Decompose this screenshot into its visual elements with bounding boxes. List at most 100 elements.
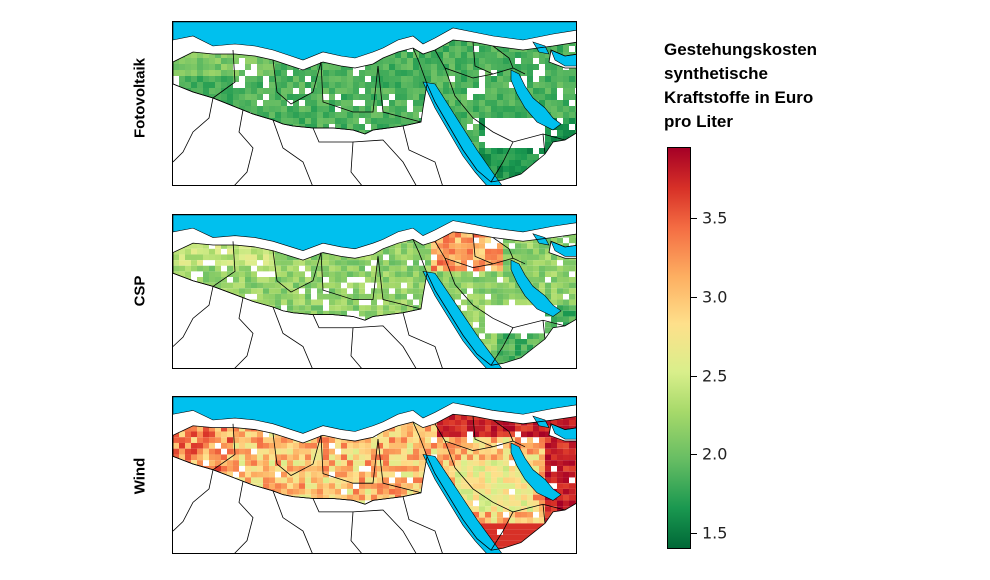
- heatmap-cell: [467, 76, 473, 82]
- heatmap-cell: [539, 437, 545, 443]
- heatmap-cell: [491, 448, 497, 455]
- heatmap-cell: [257, 299, 263, 306]
- heatmap-cell: [269, 293, 275, 300]
- heatmap-cell: [461, 52, 467, 58]
- heatmap-cell: [371, 310, 377, 317]
- heatmap-cell: [449, 64, 455, 70]
- heatmap-cell: [413, 94, 419, 100]
- country-border: [352, 325, 417, 368]
- heatmap-cell: [305, 293, 311, 300]
- heatmap-cell: [509, 282, 515, 289]
- heatmap-cell: [539, 500, 545, 507]
- heatmap-cell: [521, 260, 527, 266]
- heatmap-cell: [401, 477, 407, 484]
- heatmap-cell: [527, 517, 533, 524]
- heatmap-cell: [485, 82, 491, 88]
- heatmap-cell: [509, 506, 515, 512]
- heatmap-cell: [263, 70, 269, 76]
- heatmap-cell: [191, 425, 197, 432]
- heatmap-cell: [341, 454, 347, 461]
- heatmap-cell: [407, 248, 413, 255]
- heatmap-cell: [203, 277, 209, 283]
- heatmap-cell: [545, 237, 551, 244]
- heatmap-cell: [221, 271, 227, 277]
- heatmap-cell: [227, 52, 233, 58]
- heatmap-cell: [329, 82, 335, 88]
- heatmap-cell: [539, 517, 545, 524]
- heatmap-cell: [515, 339, 521, 345]
- heatmap-cell: [485, 517, 491, 524]
- heatmap-cell: [323, 310, 329, 317]
- heatmap-cell: [461, 112, 467, 118]
- heatmap-cell: [281, 442, 287, 449]
- heatmap-cell: [311, 299, 317, 306]
- heatmap-cell: [575, 414, 576, 420]
- heatmap-cell: [389, 100, 395, 106]
- heatmap-cell: [545, 76, 551, 82]
- heatmap-cell: [479, 148, 485, 154]
- heatmap-cell: [401, 488, 407, 495]
- heatmap-cell: [215, 64, 221, 70]
- country-border: [542, 320, 546, 340]
- heatmap-cell: [407, 118, 413, 124]
- heatmap-cell: [317, 494, 323, 501]
- heatmap-cell: [377, 260, 383, 266]
- heatmap-cell: [227, 100, 233, 106]
- heatmap-cell: [365, 454, 371, 461]
- heatmap-cell: [239, 437, 245, 443]
- heatmap-cell: [509, 58, 515, 64]
- heatmap-cell: [545, 82, 551, 88]
- heatmap-cell: [569, 282, 575, 289]
- heatmap-cell: [533, 523, 539, 530]
- heatmap-cell: [275, 454, 281, 461]
- heatmap-cell: [575, 488, 576, 495]
- heatmap-cell: [191, 243, 197, 249]
- heatmap-cell: [341, 112, 347, 118]
- heatmap-cell: [557, 64, 563, 70]
- heatmap-cell: [209, 460, 215, 466]
- heatmap-cell: [323, 460, 329, 466]
- heatmap-cell: [347, 460, 353, 466]
- heatmap-cell: [239, 260, 245, 266]
- heatmap-cell: [293, 70, 299, 76]
- heatmap-cell: [443, 82, 449, 88]
- heatmap-cell: [473, 471, 479, 478]
- heatmap-cell: [377, 310, 383, 317]
- heatmap-cell: [287, 305, 293, 311]
- heatmap-cell: [383, 277, 389, 283]
- heatmap-cell: [533, 254, 539, 261]
- heatmap-cell: [389, 260, 395, 266]
- heatmap-cell: [557, 271, 563, 277]
- heatmap-cell: [575, 237, 576, 244]
- heatmap-cell: [305, 494, 311, 501]
- heatmap-cell: [497, 260, 503, 266]
- heatmap-cell: [185, 454, 191, 461]
- heatmap-cell: [485, 344, 491, 351]
- heatmap-cell: [383, 271, 389, 277]
- heatmap-cell: [221, 442, 227, 449]
- heatmap-cell: [419, 243, 425, 249]
- heatmap-cell: [539, 82, 545, 88]
- heatmap-cell: [287, 64, 293, 70]
- heatmap-cell: [383, 248, 389, 255]
- heatmap-cell: [197, 58, 203, 64]
- heatmap-cell: [431, 448, 437, 455]
- heatmap-cell: [443, 465, 449, 472]
- heatmap-cell: [491, 477, 497, 484]
- heatmap-cell: [521, 511, 527, 518]
- heatmap-cell: [569, 94, 575, 100]
- heatmap-cell: [245, 265, 251, 272]
- heatmap-cell: [485, 465, 491, 472]
- heatmap-cell: [353, 88, 359, 94]
- heatmap-cell: [329, 494, 335, 501]
- heatmap-cell: [281, 488, 287, 495]
- heatmap-cell: [575, 100, 576, 106]
- heatmap-cell: [419, 460, 425, 466]
- heatmap-cell: [395, 425, 401, 432]
- heatmap-cell: [395, 260, 401, 266]
- heatmap-cell: [455, 282, 461, 289]
- heatmap-cell: [479, 517, 485, 524]
- heatmap-cell: [335, 118, 341, 124]
- heatmap-cell: [353, 494, 359, 501]
- heatmap-cell: [485, 106, 491, 112]
